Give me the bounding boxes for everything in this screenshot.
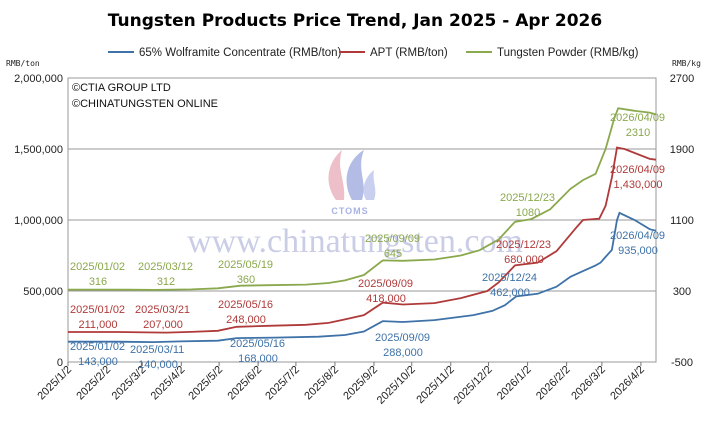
right-tick-label: 1100 bbox=[670, 215, 694, 227]
right-axis-unit: RMB/kg bbox=[672, 59, 701, 68]
annotation-date: 2025/12/23 bbox=[496, 239, 551, 251]
series-line bbox=[68, 211, 657, 344]
logo-text: CTOMS bbox=[331, 206, 368, 216]
left-tick-label: 1,000,000 bbox=[14, 215, 63, 227]
annotation-value: 1,430,000 bbox=[614, 179, 663, 191]
logo-right-flame bbox=[346, 150, 364, 200]
annotation-date: 2025/12/24 bbox=[482, 272, 537, 284]
legend-entry: Tungsten Powder (RMB/kg) bbox=[497, 47, 639, 59]
annotation-value: 2310 bbox=[626, 127, 650, 139]
annotation-value: 140,000 bbox=[138, 359, 178, 371]
x-tick-label: 2026/3/2 bbox=[569, 364, 608, 403]
right-tick-label: 300 bbox=[673, 286, 691, 298]
x-tick-label: 2026/1/2 bbox=[495, 364, 534, 403]
series-line bbox=[68, 107, 657, 291]
annotation-date: 2025/03/21 bbox=[135, 304, 190, 316]
annotation-date: 2026/04/09 bbox=[610, 112, 665, 124]
x-tick-label: 2025/10/2 bbox=[375, 364, 418, 407]
annotation-date: 2025/03/11 bbox=[130, 344, 184, 356]
annotation-value: 316 bbox=[89, 276, 107, 288]
annotation-date: 2025/05/16 bbox=[218, 299, 273, 311]
right-y-axis: -500 300 1100 1900 2700 bbox=[670, 73, 694, 369]
x-tick-label: 2025/6/2 bbox=[225, 364, 264, 403]
copyright-line: ©CHINATUNGSTEN ONLINE bbox=[72, 98, 218, 110]
watermark-text: www.chinatungsten.com bbox=[187, 223, 523, 260]
annotation-value: 1080 bbox=[516, 207, 540, 219]
logo-small-flame bbox=[363, 170, 376, 200]
left-tick-label: 1,500,000 bbox=[14, 144, 63, 156]
right-tick-label: 1900 bbox=[670, 144, 694, 156]
annotation-date: 2025/05/19 bbox=[218, 259, 273, 271]
annotation-value: 207,000 bbox=[143, 319, 183, 331]
logo-left-flame bbox=[328, 150, 345, 200]
annotation-date: 2025/01/02 bbox=[70, 261, 125, 273]
annotation-value: 168,000 bbox=[238, 353, 278, 365]
x-tick-label: 2025/11/2 bbox=[414, 364, 457, 407]
x-tick-label: 2025/12/2 bbox=[452, 364, 495, 407]
annotation-value: 248,000 bbox=[226, 314, 266, 326]
annotation-date: 2025/09/09 bbox=[358, 278, 413, 290]
annotation-date: 2025/01/02 bbox=[70, 341, 125, 353]
watermark: CTOMS www.chinatungsten.com bbox=[187, 150, 523, 260]
annotation-date: 2025/12/23 bbox=[500, 192, 555, 204]
right-tick-label: -500 bbox=[671, 357, 693, 369]
series-line bbox=[68, 146, 657, 334]
annotation-date: 2025/09/09 bbox=[375, 332, 430, 344]
left-axis-unit: RMB/ton bbox=[6, 59, 40, 68]
annotation-value: 462,000 bbox=[490, 287, 530, 299]
plot-area bbox=[67, 77, 657, 363]
annotation-date: 2026/04/09 bbox=[610, 164, 665, 176]
x-tick-label: 2025/9/2 bbox=[341, 364, 380, 403]
legend-entry: APT (RMB/ton) bbox=[370, 47, 448, 59]
x-tick-label: 2025/7/2 bbox=[263, 364, 302, 403]
annotation-value: 211,000 bbox=[79, 319, 118, 331]
left-tick-label: 500,000 bbox=[23, 286, 63, 298]
annotation-value: 645 bbox=[384, 248, 402, 260]
legend: 65% Wolframite Concentrate (RMB/ton) APT … bbox=[108, 47, 639, 59]
annotation-value: 288,000 bbox=[383, 347, 423, 359]
annotation-value: 312 bbox=[157, 276, 175, 288]
annotation-value: 360 bbox=[237, 274, 255, 286]
x-tick-label: 2026/4/2 bbox=[608, 364, 647, 403]
annotation-value: 680,000 bbox=[504, 254, 544, 266]
x-tick-label: 2025/2/2 bbox=[74, 364, 113, 403]
annotation-value: 143,000 bbox=[78, 356, 118, 368]
series-layer bbox=[68, 107, 657, 344]
annotation-date: 2026/04/09 bbox=[610, 230, 665, 242]
x-tick-label: 2025/8/2 bbox=[302, 364, 341, 403]
left-y-axis: 0 500,000 1,000,000 1,500,000 2,000,000 bbox=[14, 73, 63, 369]
annotation-date: 2025/03/12 bbox=[138, 261, 193, 273]
right-tick-label: 2700 bbox=[670, 73, 694, 85]
chart-title: Tungsten Products Price Trend, Jan 2025 … bbox=[108, 11, 602, 31]
annotation-value: 418,000 bbox=[366, 293, 406, 305]
annotation-date: 2025/05/16 bbox=[230, 338, 285, 350]
x-tick-label: 2026/2/2 bbox=[534, 364, 573, 403]
legend-entry: 65% Wolframite Concentrate (RMB/ton) bbox=[139, 47, 342, 59]
annotation-value: 935,000 bbox=[618, 245, 658, 257]
annotation-date: 2025/01/02 bbox=[70, 304, 125, 316]
x-tick-label: 2025/5/2 bbox=[186, 364, 225, 403]
x-tick-label: 2025/1/2 bbox=[35, 364, 74, 403]
annotation-date: 2025/09/09 bbox=[365, 233, 420, 245]
left-tick-label: 2,000,000 bbox=[14, 73, 63, 85]
copyright: ©CTIA GROUP LTD ©CHINATUNGSTEN ONLINE bbox=[72, 82, 218, 110]
copyright-line: ©CTIA GROUP LTD bbox=[72, 82, 171, 94]
left-tick-label: 0 bbox=[57, 357, 63, 369]
annotations: 2025/01/02 316 2025/03/12 312 2025/05/19 360 2… bbox=[70, 112, 665, 371]
ctoms-logo: CTOMS bbox=[328, 150, 376, 216]
